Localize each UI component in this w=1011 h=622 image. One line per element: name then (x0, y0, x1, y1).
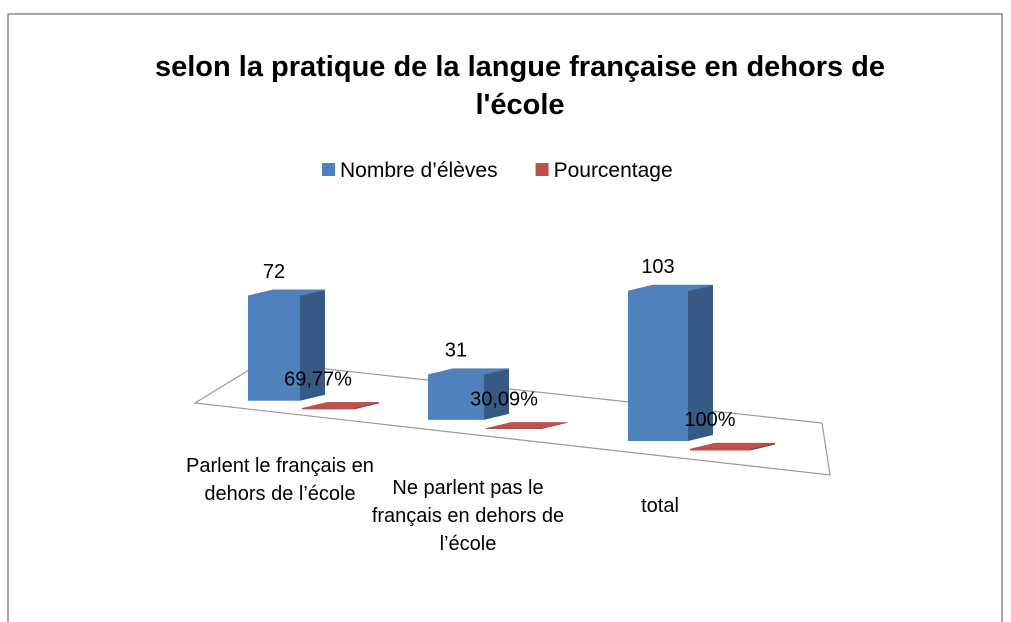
bar (628, 291, 688, 442)
chart-border (7, 13, 1003, 622)
legend-label: Pourcentage (554, 159, 673, 182)
legend-label: Nombre d’élèves (340, 159, 498, 182)
data-label: 72 (263, 261, 285, 283)
bar (302, 408, 354, 410)
bar (428, 374, 484, 420)
bar-side (300, 289, 325, 401)
x-tick-label: Ne parlent pas le français en dehors de … (371, 477, 565, 555)
data-label: 103 (641, 256, 674, 278)
data-label: 31 (445, 340, 467, 362)
bar-side (484, 368, 509, 420)
chart-title: selon la pratique de la langue française… (155, 51, 885, 83)
x-tick-label: Parlent le français en dehors de l’école (186, 455, 374, 505)
data-label: 69,77% (284, 368, 352, 390)
bar (486, 428, 542, 429)
chart-title: l'école (475, 89, 564, 121)
legend-swatch (322, 163, 335, 176)
bar (690, 449, 750, 451)
x-tick-label: total (641, 495, 679, 517)
bar-side (688, 285, 713, 442)
bar (248, 295, 300, 401)
floor (193, 361, 831, 476)
legend-swatch (535, 163, 549, 176)
data-label: 30,09% (470, 388, 538, 410)
bar-side (750, 443, 775, 451)
data-label: 100% (684, 409, 735, 431)
